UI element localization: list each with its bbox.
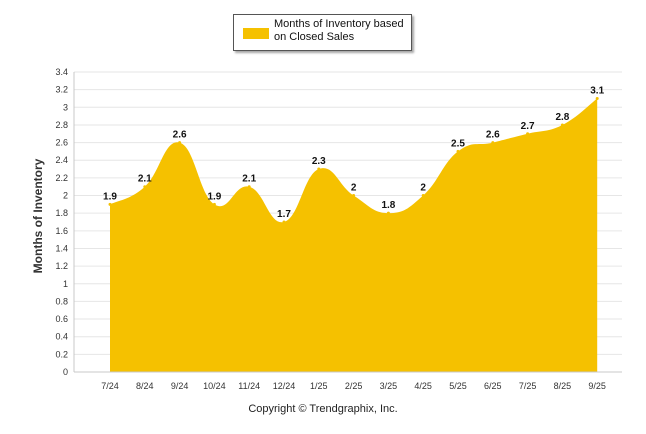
y-tick-label: 2.4 — [55, 155, 68, 165]
data-label: 1.7 — [277, 209, 291, 220]
x-tick-label: 5/25 — [449, 381, 467, 391]
data-label: 2 — [420, 183, 426, 194]
y-tick-label: 3.2 — [55, 85, 68, 95]
y-tick-label: 0.8 — [55, 296, 68, 306]
x-tick-label: 8/24 — [136, 381, 154, 391]
y-tick-label: 1.6 — [55, 226, 68, 236]
y-axis-label: Months of Inventory — [31, 158, 45, 274]
data-point — [456, 149, 460, 153]
x-tick-label: 3/25 — [380, 381, 398, 391]
data-point — [317, 167, 321, 171]
data-point — [526, 132, 530, 136]
data-point — [178, 141, 182, 145]
y-tick-label: 1.2 — [55, 261, 68, 271]
x-tick-label: 9/24 — [171, 381, 189, 391]
x-tick-label: 1/25 — [310, 381, 328, 391]
x-tick-label: 9/25 — [588, 381, 606, 391]
data-label: 2.7 — [521, 121, 535, 132]
y-tick-label: 1 — [63, 279, 68, 289]
y-tick-label: 2.2 — [55, 173, 68, 183]
x-tick-label: 10/24 — [203, 381, 226, 391]
legend-swatch — [243, 28, 269, 39]
data-label: 3.1 — [590, 85, 604, 96]
y-tick-label: 0 — [63, 367, 68, 377]
x-tick-label: 11/24 — [238, 381, 260, 391]
data-label: 2 — [351, 183, 357, 194]
data-point — [421, 194, 425, 198]
data-label: 2.5 — [451, 138, 465, 149]
y-tick-label: 3 — [63, 102, 68, 112]
x-tick-label: 7/24 — [101, 381, 119, 391]
x-tick-label: 8/25 — [554, 381, 572, 391]
data-label: 2.3 — [312, 156, 326, 167]
x-tick-label: 12/24 — [273, 381, 296, 391]
data-point — [595, 96, 599, 100]
y-tick-label: 0.2 — [55, 349, 68, 359]
y-tick-label: 0.6 — [55, 314, 68, 324]
data-point — [282, 220, 286, 224]
legend-label-line-1: Months of Inventory based — [274, 18, 404, 30]
data-label: 1.9 — [207, 191, 221, 202]
x-tick-label: 7/25 — [519, 381, 537, 391]
x-tick-label: 2/25 — [345, 381, 363, 391]
x-tick-label: 4/25 — [414, 381, 432, 391]
legend-label: Months of Inventory based on Closed Sale… — [274, 18, 409, 44]
data-point — [108, 202, 112, 206]
y-tick-label: 2.8 — [55, 120, 68, 130]
copyright-text: Copyright © Trendgraphix, Inc. — [248, 403, 398, 415]
data-label: 2.6 — [173, 130, 187, 141]
x-tick-label: 6/25 — [484, 381, 502, 391]
data-label: 2.1 — [138, 174, 152, 185]
data-point — [247, 185, 251, 189]
data-point — [352, 194, 356, 198]
y-tick-label: 3.4 — [55, 67, 68, 77]
data-label: 2.1 — [242, 174, 256, 185]
legend-label-line-2: on Closed Sales — [274, 31, 355, 43]
data-label: 1.8 — [381, 200, 395, 211]
data-label: 1.9 — [103, 191, 117, 202]
data-point — [491, 141, 495, 145]
data-label: 2.6 — [486, 130, 500, 141]
data-point — [143, 185, 147, 189]
legend: Months of Inventory based on Closed Sale… — [233, 14, 412, 51]
data-point — [212, 202, 216, 206]
data-point — [386, 211, 390, 215]
y-tick-label: 0.4 — [55, 332, 68, 342]
y-tick-label: 1.4 — [55, 243, 68, 253]
y-tick-label: 2.6 — [55, 138, 68, 148]
data-label: 2.8 — [555, 112, 569, 123]
y-tick-label: 2 — [63, 191, 68, 201]
series-area — [110, 98, 598, 373]
data-point — [560, 123, 564, 127]
y-tick-label: 1.8 — [55, 208, 68, 218]
